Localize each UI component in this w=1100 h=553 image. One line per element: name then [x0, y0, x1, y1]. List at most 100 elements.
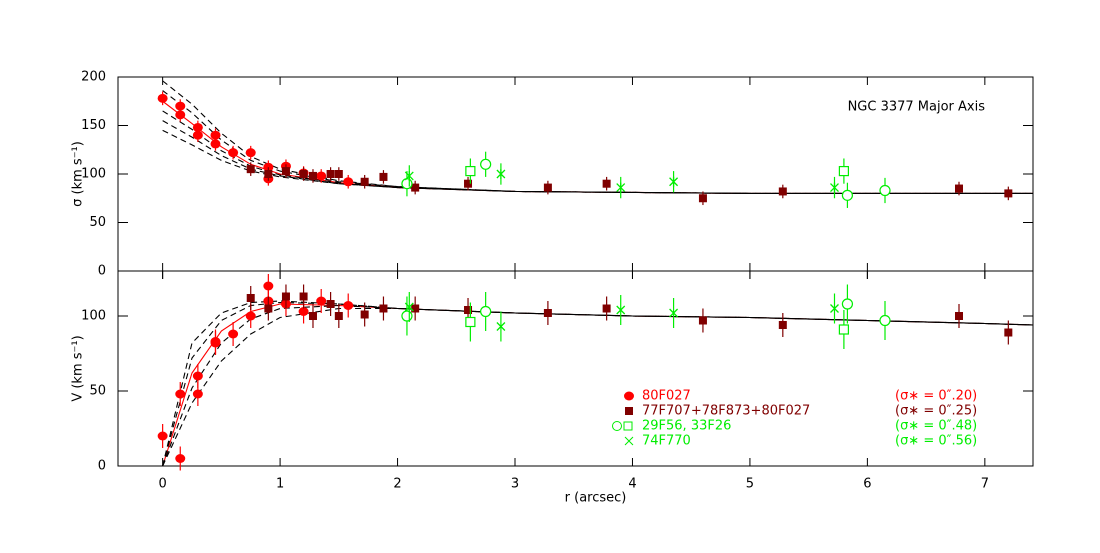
point: [496, 169, 506, 179]
y-tick-label: 50: [89, 384, 106, 399]
legend-symbol: [624, 391, 634, 401]
point: [308, 171, 317, 180]
legend-note: (σ∗ = 0″.20): [895, 389, 977, 404]
point: [411, 183, 420, 192]
x-axis-label: r (arcsec): [565, 491, 627, 506]
point: [228, 329, 239, 339]
point: [464, 306, 473, 314]
point: [955, 312, 964, 320]
point: [192, 122, 203, 132]
point: [175, 454, 186, 463]
plot-frame: [117, 270, 1034, 467]
point: [879, 314, 891, 327]
point: [299, 170, 308, 178]
point: [480, 158, 492, 170]
x-tick-label: 3: [511, 477, 519, 492]
point: [411, 304, 420, 313]
point: [602, 179, 611, 188]
point: [245, 311, 256, 321]
point: [841, 298, 854, 310]
point: [316, 171, 327, 181]
legend-label: 29F56, 33F26: [642, 419, 731, 434]
x-tick-label: 0: [158, 477, 166, 492]
annotation: NGC 3377 Major Axis: [848, 100, 986, 115]
point: [379, 304, 388, 313]
model-curve: [162, 110, 1033, 194]
point: [210, 139, 221, 149]
point: [298, 307, 309, 316]
y-axis-label: V (km s⁻¹): [71, 335, 86, 401]
legend-symbol: [623, 421, 633, 431]
point: [326, 170, 335, 178]
point: [838, 165, 849, 177]
point: [543, 309, 552, 317]
legend-symbol: [612, 421, 622, 431]
point: [245, 148, 256, 158]
point: [838, 324, 849, 335]
point: [326, 300, 335, 308]
point: [404, 170, 414, 181]
point: [464, 179, 473, 188]
model-curve: [162, 129, 1033, 194]
point: [496, 322, 506, 331]
point: [157, 93, 168, 103]
point: [308, 312, 317, 320]
x-tick-label: 1: [276, 477, 284, 492]
point: [343, 177, 354, 187]
legend-label: 80F027: [642, 389, 691, 404]
point: [175, 110, 186, 120]
x-tick-label: 5: [746, 477, 754, 492]
point: [480, 305, 492, 318]
legend-label: 77F707+78F873+80F027: [642, 404, 810, 419]
y-tick-label: 100: [81, 309, 106, 324]
point: [264, 170, 273, 178]
point: [669, 308, 679, 318]
model-curve: [162, 100, 1033, 194]
point: [175, 101, 186, 111]
point: [778, 321, 787, 329]
y-tick-label: 0: [98, 264, 106, 279]
point: [955, 184, 964, 193]
point: [379, 172, 388, 181]
point: [360, 310, 369, 319]
point: [879, 184, 891, 197]
point: [465, 165, 476, 177]
point: [334, 312, 343, 320]
point: [264, 304, 273, 313]
model-curve: [162, 120, 1033, 194]
point: [343, 301, 354, 310]
point: [246, 294, 255, 302]
y-tick-label: 0: [98, 459, 106, 474]
point: [1004, 189, 1013, 198]
y-tick-label: 200: [81, 70, 106, 85]
y-tick-label: 100: [81, 167, 106, 182]
legend-note: (σ∗ = 0″.48): [895, 419, 977, 434]
y-axis-label: σ (km s⁻¹): [71, 141, 86, 207]
point: [543, 183, 552, 192]
legend-symbol: [625, 407, 633, 415]
point: [830, 182, 839, 193]
point: [465, 316, 476, 328]
point: [210, 130, 221, 140]
model-curve: [162, 307, 1034, 467]
y-tick-label: 50: [89, 215, 106, 230]
point: [263, 281, 274, 291]
y-tick-label: 150: [81, 118, 106, 133]
point: [698, 316, 707, 325]
point: [210, 337, 221, 346]
x-tick-label: 6: [863, 477, 871, 492]
legend-symbol: [624, 436, 634, 446]
point: [192, 130, 203, 140]
legend-note: (σ∗ = 0″.25): [895, 404, 977, 419]
point: [830, 304, 839, 313]
x-tick-label: 2: [393, 477, 401, 492]
point: [281, 167, 290, 176]
point: [228, 148, 239, 158]
point: [698, 194, 707, 203]
point: [1004, 328, 1013, 337]
legend-label: 74F770: [642, 434, 691, 449]
point: [401, 310, 413, 322]
point: [281, 292, 290, 301]
point: [841, 189, 854, 201]
